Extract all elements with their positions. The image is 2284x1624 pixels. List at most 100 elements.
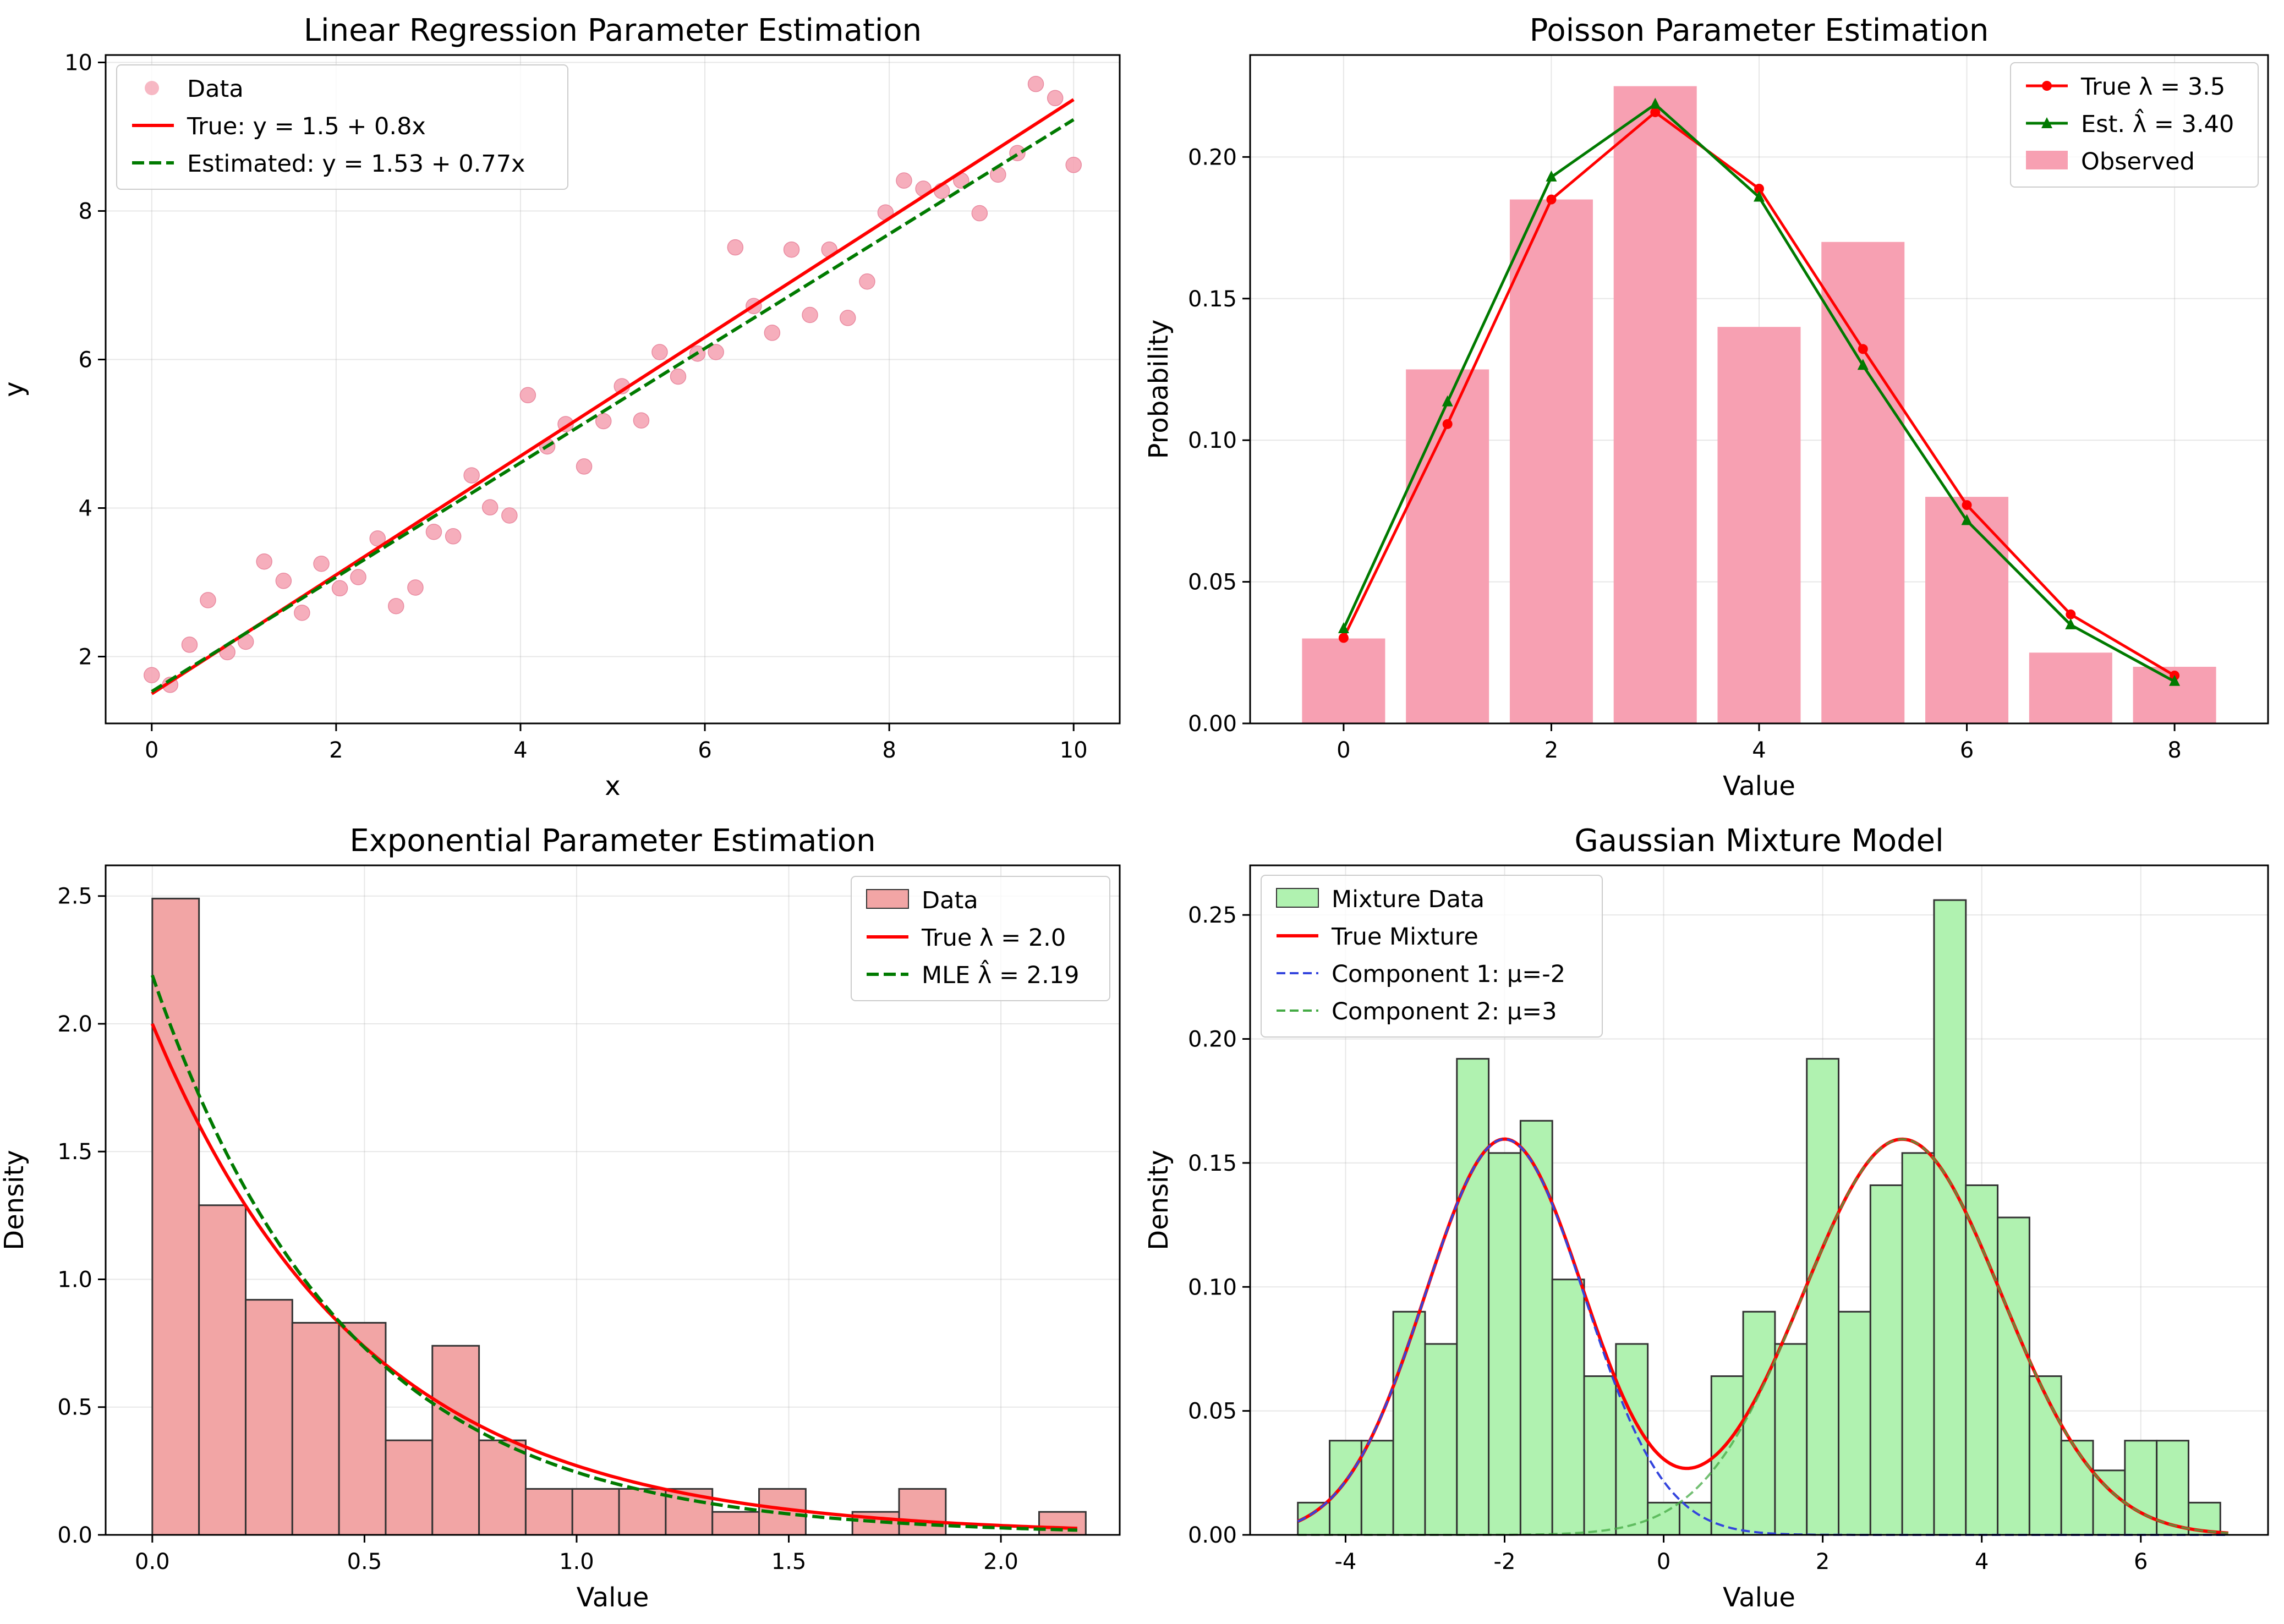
y-tick-label: 6: [79, 348, 92, 373]
histogram-bar: [2124, 1440, 2158, 1536]
true-pmf-marker: [1338, 633, 1349, 643]
data-point: [708, 344, 724, 360]
legend-swatch-marker: [2041, 117, 2052, 128]
histogram-bar: [1551, 1279, 1585, 1536]
legend-swatch-marker: [145, 81, 159, 95]
legend-box: [2010, 62, 2259, 188]
y-tick-label: 0.15: [1188, 1151, 1237, 1176]
histogram-bar: [2156, 1440, 2189, 1536]
estimated-pmf-marker: [1754, 190, 1765, 202]
y-axis-label: Density: [0, 1150, 30, 1250]
data-point: [670, 368, 687, 385]
y-axis-label: Density: [1143, 1150, 1174, 1250]
histogram-bar: [291, 1321, 340, 1536]
x-tick-label: 4: [513, 738, 527, 763]
histogram-bar: [1965, 1184, 1999, 1536]
legend-box: [851, 876, 1110, 1001]
axes-frame: [1249, 864, 2269, 1536]
y-tick-label: 0.15: [1188, 287, 1237, 312]
y-tick-label: 0.00: [1188, 711, 1237, 737]
data-point: [896, 172, 912, 189]
y-tick-label: 2.5: [57, 884, 92, 909]
observed-bar: [1925, 497, 2009, 723]
histogram-bar: [1901, 1152, 1935, 1536]
x-axis-label: Value: [1723, 771, 1795, 802]
histogram-bar: [1647, 1501, 1680, 1536]
y-tick-label: 0.25: [1188, 903, 1237, 928]
true-pmf-marker: [2066, 609, 2076, 619]
legend-label: Mixture Data: [1332, 886, 1485, 913]
histogram-bar: [151, 897, 200, 1536]
histogram-bar: [478, 1439, 527, 1536]
histogram-bar: [1774, 1343, 1808, 1536]
data-point: [1065, 157, 1082, 173]
data-point: [275, 573, 292, 589]
histogram-bar: [524, 1488, 573, 1536]
legend-label: Component 2: μ=3: [1332, 998, 1557, 1025]
data-point: [181, 637, 198, 653]
x-tick-label: 6: [1960, 738, 1974, 763]
histogram-bar: [1424, 1343, 1458, 1536]
observed-bar: [1717, 327, 1801, 723]
y-tick-label: 0.10: [1188, 1275, 1237, 1300]
data-point: [425, 523, 442, 540]
legend-swatch-patch: [866, 889, 909, 909]
x-axis-label: Value: [1723, 1582, 1795, 1613]
histogram-bar: [431, 1345, 480, 1536]
data-point: [350, 569, 366, 585]
data-point: [802, 306, 818, 323]
histogram-bar: [1519, 1120, 1553, 1536]
data-point: [783, 241, 800, 258]
data-point: [971, 205, 988, 222]
histogram-bar: [2060, 1440, 2094, 1536]
y-tick-label: 0.5: [57, 1395, 92, 1420]
data-point: [633, 412, 650, 429]
axes-frame: [105, 864, 1121, 1536]
mle-density-curve: [150, 974, 1077, 1532]
x-tick-label: 2: [1544, 738, 1558, 763]
chart-exponential: 0.0 0.5 1.0 1.5 2.0 0.0 0.5 1.0 1.5 2.0 2.5 Exponen…: [0, 823, 1121, 1613]
data-point: [576, 458, 593, 475]
legend-label: Estimated: y = 1.53 + 0.77x: [187, 150, 525, 178]
observed-bar: [1613, 86, 1697, 724]
legend-label: MLE λ̂ = 2.19: [922, 960, 1079, 989]
estimated-pmf-marker: [2065, 618, 2077, 629]
histogram-bar: [1456, 1058, 1490, 1536]
legend-box: [116, 64, 568, 190]
y-tick-label: 4: [79, 496, 92, 522]
histogram-bar: [1869, 1184, 1903, 1536]
observed-bar: [1821, 242, 1905, 723]
histogram-bar: [711, 1511, 760, 1536]
x-tick-label: 0.0: [135, 1549, 170, 1574]
data-point: [144, 667, 160, 683]
data-point: [200, 592, 216, 608]
estimated-pmf-marker: [1650, 97, 1661, 109]
legend-label: Component 1: μ=-2: [1332, 961, 1565, 988]
data-point: [445, 528, 462, 545]
histogram-bar: [1360, 1440, 1394, 1536]
histogram-bar: [338, 1321, 387, 1536]
y-axis-label: Probability: [1143, 320, 1174, 459]
observed-bar: [1302, 638, 1385, 723]
x-tick-label: -4: [1334, 1549, 1356, 1574]
true-pmf-marker: [1546, 194, 1557, 205]
x-tick-label: 4: [1975, 1549, 1989, 1574]
x-tick-label: 0.5: [347, 1549, 382, 1574]
legend-swatch-patch: [1276, 888, 1319, 908]
true-pmf-marker: [1650, 107, 1661, 117]
legend-label: Observed: [2081, 148, 2195, 175]
histogram-bar: [385, 1439, 434, 1536]
y-tick-label: 0.10: [1188, 428, 1237, 453]
data-point: [595, 413, 612, 430]
x-tick-label: 8: [2167, 738, 2181, 763]
histogram-bar: [571, 1488, 620, 1536]
data-point: [331, 580, 348, 597]
data-point: [1027, 75, 1044, 92]
histogram-bar: [1997, 1216, 2030, 1536]
histogram-bar: [1933, 899, 1967, 1536]
estimated-line: [151, 118, 1075, 693]
histogram-bar: [1806, 1058, 1840, 1536]
estimated-pmf-marker: [2169, 674, 2181, 686]
data-point: [859, 273, 875, 290]
